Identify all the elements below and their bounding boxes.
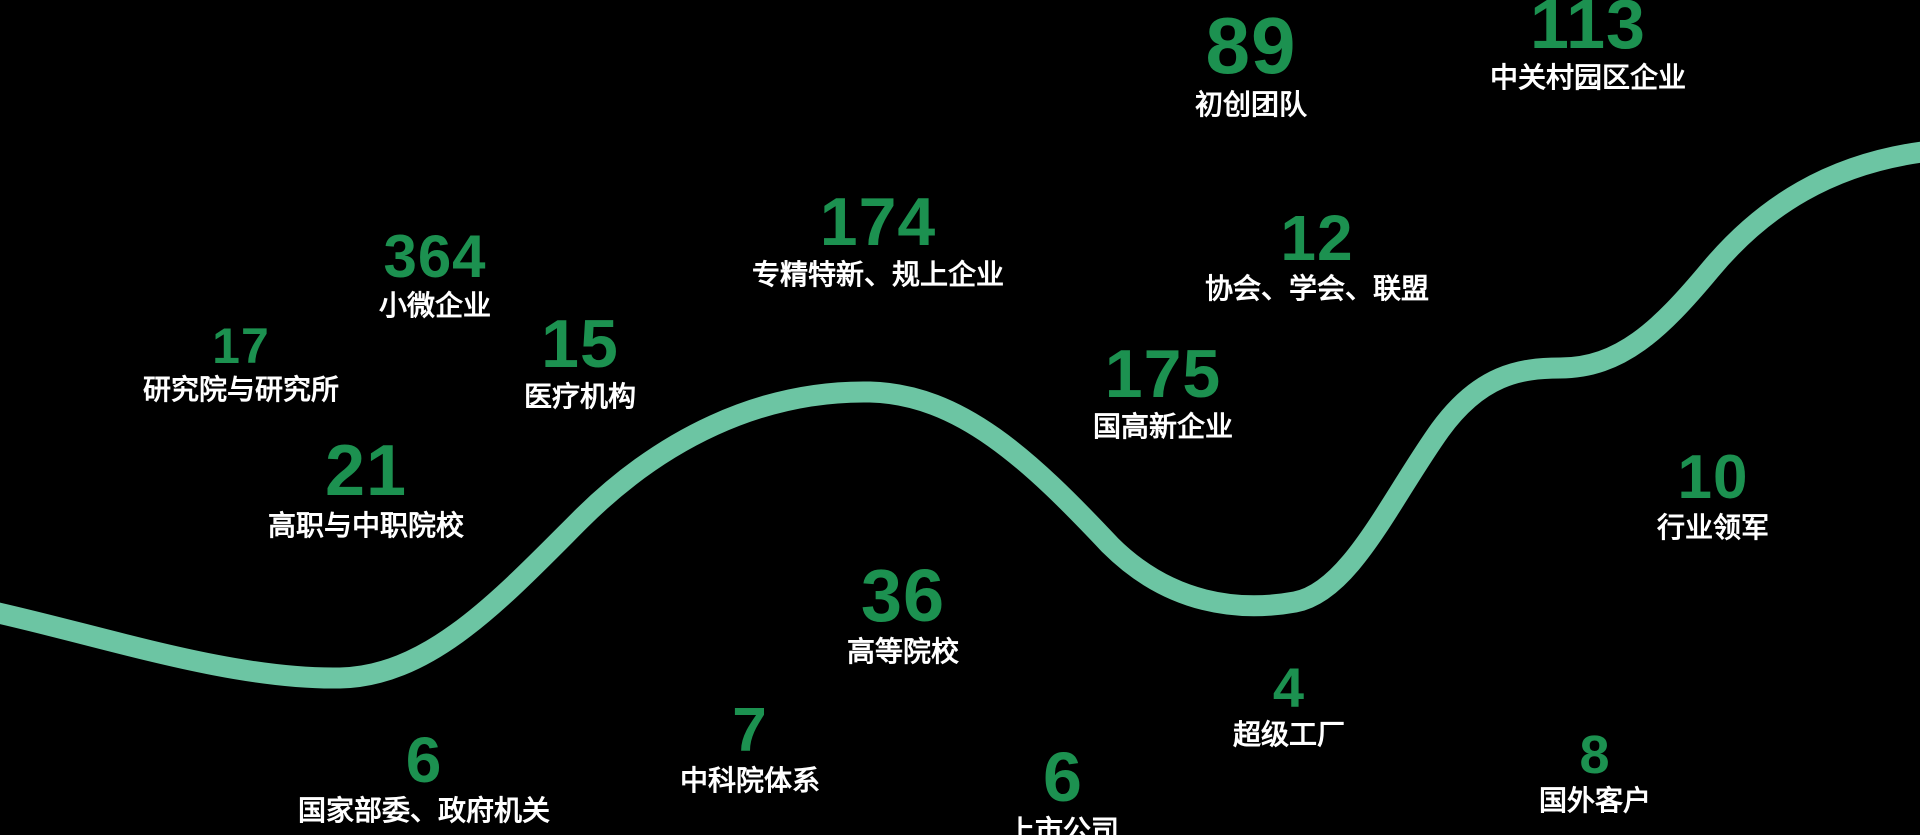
stat-medical-institutions: 15 医疗机构 xyxy=(524,310,636,414)
stat-label: 国外客户 xyxy=(1538,785,1652,816)
stat-value: 364 xyxy=(383,223,487,290)
stat-associations-alliances: 12 协会、学会、联盟 xyxy=(1205,206,1429,306)
stat-value: 89 xyxy=(1205,1,1297,90)
stat-label: 国家部委、政府机关 xyxy=(297,795,551,826)
stat-label: 中科院体系 xyxy=(679,765,821,796)
stat-industry-leaders: 10 行业领军 xyxy=(1657,447,1769,545)
stat-label: 协会、学会、联盟 xyxy=(1204,273,1430,304)
stat-label: 行业领军 xyxy=(1656,512,1770,543)
stat-cas-system: 7 中科院体系 xyxy=(680,700,820,798)
stat-value: 6 xyxy=(405,724,443,796)
stat-startup-teams: 89 初创团队 xyxy=(1195,6,1307,122)
stat-value: 10 xyxy=(1677,443,1749,512)
stat-listed-companies: 6 上市公司 xyxy=(1007,742,1119,835)
stat-label: 上市公司 xyxy=(1006,815,1120,835)
stat-label: 医疗机构 xyxy=(523,381,637,412)
stat-value: 21 xyxy=(324,431,408,511)
stat-vocational-colleges: 21 高职与中职院校 xyxy=(268,435,464,543)
stat-value: 12 xyxy=(1280,202,1354,274)
stat-foreign-clients: 8 国外客户 xyxy=(1539,728,1651,818)
stat-label: 超级工厂 xyxy=(1232,719,1346,750)
stat-label: 研究院与研究所 xyxy=(142,374,340,405)
stat-higher-education: 36 高等院校 xyxy=(847,559,959,669)
stat-label: 初创团队 xyxy=(1194,89,1308,120)
stat-value: 174 xyxy=(819,184,937,260)
stat-label: 高职与中职院校 xyxy=(267,510,465,541)
stat-government-agencies: 6 国家部委、政府机关 xyxy=(298,728,550,828)
stat-label: 中关村园区企业 xyxy=(1489,62,1687,93)
stat-value: 17 xyxy=(212,318,270,374)
stat-value: 36 xyxy=(860,554,946,637)
stat-label: 高等院校 xyxy=(846,636,960,667)
stat-small-micro-enterprises: 364 小微企业 xyxy=(379,227,491,323)
stat-label: 专精特新、规上企业 xyxy=(751,259,1005,290)
stat-zhongguancun-park-enterprises: 113 中关村园区企业 xyxy=(1490,0,1686,95)
stat-value: 175 xyxy=(1104,336,1222,412)
stat-value: 113 xyxy=(1530,0,1646,63)
trend-curve-path xyxy=(0,141,1920,689)
stat-value: 7 xyxy=(732,696,768,765)
stat-value: 8 xyxy=(1579,725,1611,785)
stat-value: 6 xyxy=(1043,738,1083,816)
stat-super-factories: 4 超级工厂 xyxy=(1233,660,1345,752)
stat-label: 国高新企业 xyxy=(1092,411,1234,442)
stat-national-hightech-enterprises: 175 国高新企业 xyxy=(1093,340,1233,444)
stat-value: 4 xyxy=(1272,656,1306,719)
stat-specialized-enterprises: 174 专精特新、规上企业 xyxy=(752,188,1004,292)
stat-research-institutes: 17 研究院与研究所 xyxy=(143,321,339,407)
stat-label: 小微企业 xyxy=(378,290,492,321)
stat-value: 15 xyxy=(541,306,619,382)
